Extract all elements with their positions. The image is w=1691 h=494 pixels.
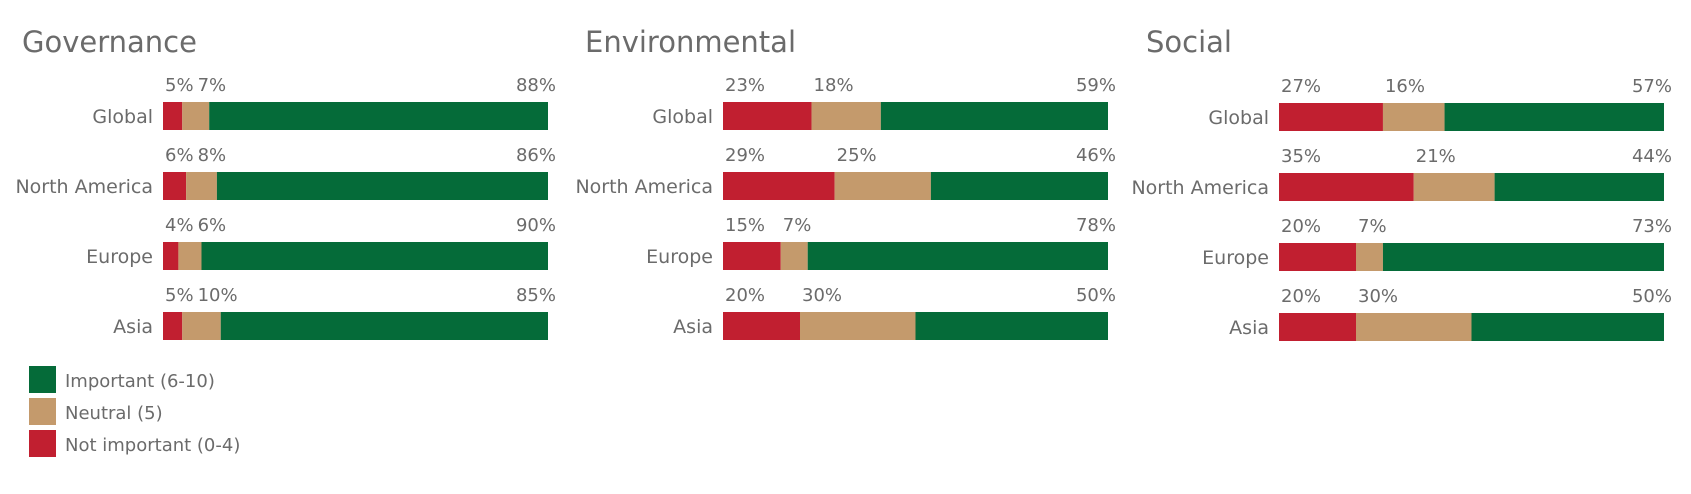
governance-bar-europe-important	[201, 242, 548, 270]
environmental-bar-europe-neutral	[780, 242, 808, 270]
social-bar-europe-neutral	[1356, 243, 1383, 271]
governance-bar-north-america-neutral	[186, 172, 217, 200]
legend-swatch-neutral-5	[29, 398, 56, 425]
governance-bar-north-america-important	[216, 172, 548, 200]
environmental-category-label-north-america: North America	[575, 176, 713, 198]
environmental-bar-global-not-important	[723, 102, 812, 130]
environmental-bar-global-important	[880, 102, 1108, 130]
governance-bar-global-important	[209, 102, 548, 130]
governance-category-label-europe: Europe	[86, 246, 153, 268]
environmental-data-label-europe-important: 78%	[1076, 215, 1116, 236]
environmental-bar-asia-neutral	[800, 312, 916, 340]
social-category-label-asia: Asia	[1229, 317, 1269, 339]
social-data-label-europe-important: 73%	[1632, 216, 1672, 237]
environmental-title: Environmental	[585, 25, 796, 59]
social-data-label-europe-not-important: 20%	[1281, 216, 1321, 237]
legend: Important (6-10) Neutral (5) Not important…	[29, 366, 240, 457]
environmental-data-label-global-important: 59%	[1076, 75, 1116, 96]
governance-bar-north-america-not-important	[163, 172, 187, 200]
legend-label-not-important-0-4: Not important (0-4)	[65, 435, 240, 456]
social-bar-europe-important	[1382, 243, 1664, 271]
social-data-label-north-america-not-important: 35%	[1281, 146, 1321, 167]
governance-category-label-asia: Asia	[113, 316, 153, 338]
governance-data-label-europe-important: 90%	[516, 215, 556, 236]
governance-data-label-global-important: 88%	[516, 75, 556, 96]
governance-data-label-asia-not-important: 5%	[165, 285, 194, 306]
social-data-label-north-america-neutral: 21%	[1416, 146, 1456, 167]
social-category-label-north-america: North America	[1131, 177, 1269, 199]
environmental-bar-north-america-neutral	[834, 172, 931, 200]
environmental-bar-global-neutral	[811, 102, 881, 130]
environmental-category-label-europe: Europe	[646, 246, 713, 268]
environmental-category-label-asia: Asia	[673, 316, 713, 338]
governance-title: Governance	[22, 25, 197, 59]
social-bar-north-america-important	[1494, 173, 1664, 201]
social-data-label-global-neutral: 16%	[1385, 76, 1425, 97]
governance-category-label-north-america: North America	[15, 176, 153, 198]
governance-data-label-north-america-not-important: 6%	[165, 145, 194, 166]
social-data-label-global-important: 57%	[1632, 76, 1672, 97]
environmental-bar-europe-important	[807, 242, 1108, 270]
social-category-label-global: Global	[1208, 107, 1269, 129]
governance-bar-asia-not-important	[163, 312, 183, 340]
governance-data-label-north-america-neutral: 8%	[198, 145, 227, 166]
social-title: Social	[1146, 25, 1232, 59]
social-bar-north-america-not-important	[1279, 173, 1414, 201]
legend-swatch-important-6-10	[29, 366, 56, 393]
governance-data-label-asia-neutral: 10%	[198, 285, 238, 306]
governance-bar-europe-neutral	[178, 242, 202, 270]
social-data-label-europe-neutral: 7%	[1358, 216, 1387, 237]
social-bar-north-america-neutral	[1413, 173, 1495, 201]
social-bar-asia-important	[1471, 313, 1664, 341]
environmental-bar-europe-not-important	[723, 242, 781, 270]
environmental-data-label-europe-not-important: 15%	[725, 215, 765, 236]
social-bar-global-important	[1444, 103, 1664, 131]
social-bar-asia-not-important	[1279, 313, 1356, 341]
governance-bar-global-not-important	[163, 102, 183, 130]
governance-data-label-global-neutral: 7%	[198, 75, 227, 96]
environmental-bar-asia-not-important	[723, 312, 800, 340]
environmental-data-label-north-america-not-important: 29%	[725, 145, 765, 166]
governance-category-label-global: Global	[92, 106, 153, 128]
environmental-data-label-global-not-important: 23%	[725, 75, 765, 96]
environmental-panel: Environmental Global 23% 18% 59% North Americ…	[575, 25, 1116, 340]
environmental-data-label-asia-neutral: 30%	[802, 285, 842, 306]
governance-bar-europe-not-important	[163, 242, 179, 270]
social-data-label-asia-neutral: 30%	[1358, 286, 1398, 307]
environmental-data-label-global-neutral: 18%	[814, 75, 854, 96]
governance-bar-asia-important	[220, 312, 548, 340]
social-panel: Social Global 27% 16% 57% North America 35% 21%…	[1131, 25, 1672, 341]
social-category-label-europe: Europe	[1202, 247, 1269, 269]
governance-data-label-europe-not-important: 4%	[165, 215, 194, 236]
environmental-bar-asia-important	[915, 312, 1108, 340]
social-bar-asia-neutral	[1356, 313, 1472, 341]
legend-label-neutral-5: Neutral (5)	[65, 403, 163, 424]
legend-label-important-6-10: Important (6-10)	[65, 371, 215, 392]
social-data-label-global-not-important: 27%	[1281, 76, 1321, 97]
environmental-category-label-global: Global	[652, 106, 713, 128]
governance-data-label-europe-neutral: 6%	[198, 215, 227, 236]
environmental-data-label-europe-neutral: 7%	[783, 215, 812, 236]
environmental-data-label-asia-important: 50%	[1076, 285, 1116, 306]
social-data-label-north-america-important: 44%	[1632, 146, 1672, 167]
social-bar-global-neutral	[1382, 103, 1445, 131]
governance-bar-global-neutral	[182, 102, 210, 130]
social-bar-europe-not-important	[1279, 243, 1356, 271]
environmental-data-label-north-america-important: 46%	[1076, 145, 1116, 166]
governance-bar-asia-neutral	[182, 312, 221, 340]
governance-data-label-north-america-important: 86%	[516, 145, 556, 166]
social-data-label-asia-important: 50%	[1632, 286, 1672, 307]
environmental-bar-north-america-important	[930, 172, 1108, 200]
legend-swatch-not-important-0-4	[29, 430, 56, 457]
social-data-label-asia-not-important: 20%	[1281, 286, 1321, 307]
environmental-data-label-asia-not-important: 20%	[725, 285, 765, 306]
environmental-bar-north-america-not-important	[723, 172, 835, 200]
environmental-data-label-north-america-neutral: 25%	[837, 145, 877, 166]
governance-data-label-global-not-important: 5%	[165, 75, 194, 96]
governance-data-label-asia-important: 85%	[516, 285, 556, 306]
social-bar-global-not-important	[1279, 103, 1383, 131]
